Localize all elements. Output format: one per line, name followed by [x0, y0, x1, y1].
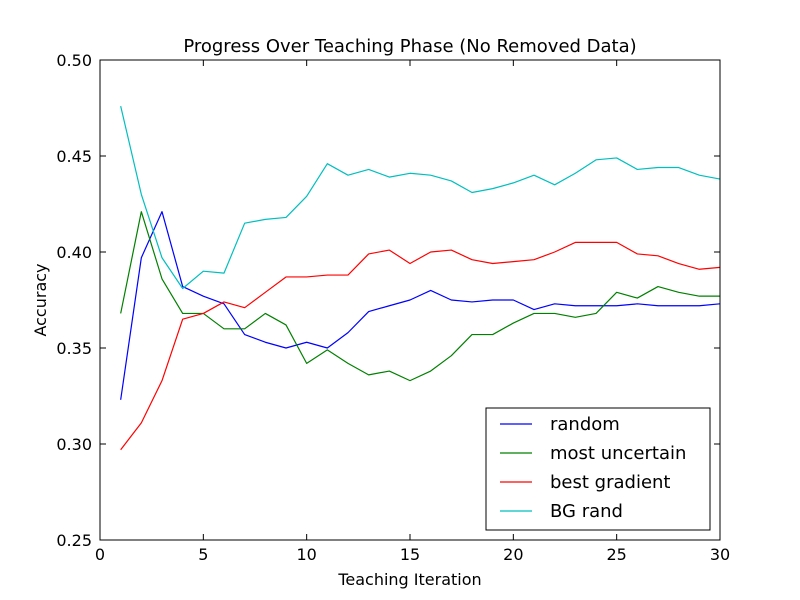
- x-tick-label: 10: [296, 545, 316, 564]
- x-tick-label: 30: [710, 545, 730, 564]
- plot-frame: [99, 59, 721, 541]
- series-line-most-uncertain: [120, 211, 720, 382]
- x-axis-label: Teaching Iteration: [337, 570, 481, 589]
- series-line-best-gradient: [120, 241, 721, 451]
- x-tick-label: 5: [198, 545, 208, 564]
- ticks-group: 0 5 10 15 20 25 30 0.25 0.30 0.35 0.40 0.45 0.50: [56, 51, 730, 564]
- y-tick-label: 0.30: [56, 435, 92, 454]
- chart-title: Progress Over Teaching Phase (No Removed…: [183, 36, 636, 57]
- y-tick-label: 0.50: [56, 51, 92, 70]
- y-tick-label: 0.35: [56, 339, 92, 358]
- series-line-bg-rand: [120, 105, 721, 290]
- series-line-random: [120, 211, 721, 400]
- series-group: [120, 105, 721, 451]
- x-tick-label: 25: [606, 545, 626, 564]
- legend-label-bg-rand: BG rand: [550, 501, 623, 522]
- legend-label-best-gradient: best gradient: [550, 472, 670, 493]
- y-tick-label: 0.40: [56, 243, 92, 262]
- legend-label-random: random: [550, 414, 620, 435]
- legend-frame: [485, 407, 711, 531]
- x-tick-label: 0: [95, 545, 105, 564]
- y-tick-label: 0.25: [56, 531, 92, 550]
- legend: random most uncertain best gradient BG rand: [485, 407, 711, 531]
- legend-label-most-uncertain: most uncertain: [550, 443, 686, 464]
- x-tick-label: 15: [400, 545, 420, 564]
- y-tick-label: 0.45: [56, 147, 92, 166]
- x-tick-label: 20: [503, 545, 523, 564]
- y-axis-label: Accuracy: [31, 263, 50, 336]
